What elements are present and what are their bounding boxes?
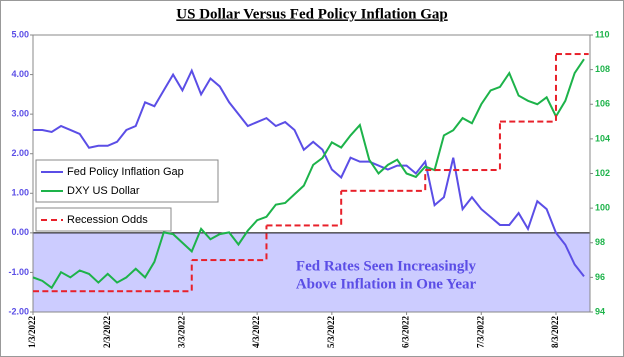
line-segment	[257, 225, 268, 262]
x-tick-label: 4/3/2022	[251, 316, 261, 349]
x-tick-label: 1/3/2022	[27, 316, 37, 349]
annotation: Above Inflation in One Year	[296, 276, 477, 292]
x-tick-label: 7/3/2022	[475, 316, 485, 349]
x-tick-label: 8/3/2022	[550, 316, 560, 349]
legend-label: DXY US Dollar	[67, 185, 140, 197]
line	[33, 68, 585, 278]
y-tick-label: -2.00	[8, 306, 29, 316]
x-tick-label: 2/3/2022	[102, 316, 112, 349]
line-segment	[415, 170, 427, 192]
legend-box	[35, 159, 219, 203]
line-segment	[546, 54, 557, 123]
y-tick-label: 3.00	[11, 109, 29, 119]
y-tick-label: 4.00	[11, 69, 29, 79]
chart-title: US Dollar Versus Fed Policy Inflation Ga…	[176, 6, 447, 22]
legend-label: Recession Odds	[67, 214, 148, 226]
line	[32, 58, 585, 290]
y2-tick-label: 94	[595, 306, 605, 316]
y-tick-label: 2.00	[11, 148, 29, 158]
y-tick-label: -1.00	[8, 267, 29, 277]
legend-box	[35, 207, 172, 232]
line-segment	[490, 121, 501, 172]
y-tick-label: 0.00	[11, 227, 29, 237]
y2-tick-label: 98	[595, 237, 605, 247]
y2-tick-label: 104	[595, 133, 610, 143]
y2-tick-label: 100	[595, 203, 610, 213]
legend-label: Fed Policy Inflation Gap	[67, 166, 184, 178]
line-segment	[331, 190, 343, 227]
y2-tick-label: 106	[595, 99, 610, 109]
x-tick-label: 6/3/2022	[401, 316, 411, 349]
shaded-region	[33, 232, 590, 312]
y-tick-label: 1.00	[11, 188, 29, 198]
annotation: Fed Rates Seen Increasingly	[296, 258, 477, 274]
y2-tick-label: 108	[595, 64, 610, 74]
line-segment	[182, 260, 193, 293]
x-tick-label: 5/3/2022	[326, 316, 336, 349]
y-tick-label: 5.00	[11, 29, 29, 39]
y2-tick-label: 96	[595, 272, 605, 282]
y2-tick-label: 102	[595, 168, 610, 178]
x-tick-label: 3/3/2022	[176, 316, 186, 349]
y2-tick-label: 110	[595, 29, 610, 39]
